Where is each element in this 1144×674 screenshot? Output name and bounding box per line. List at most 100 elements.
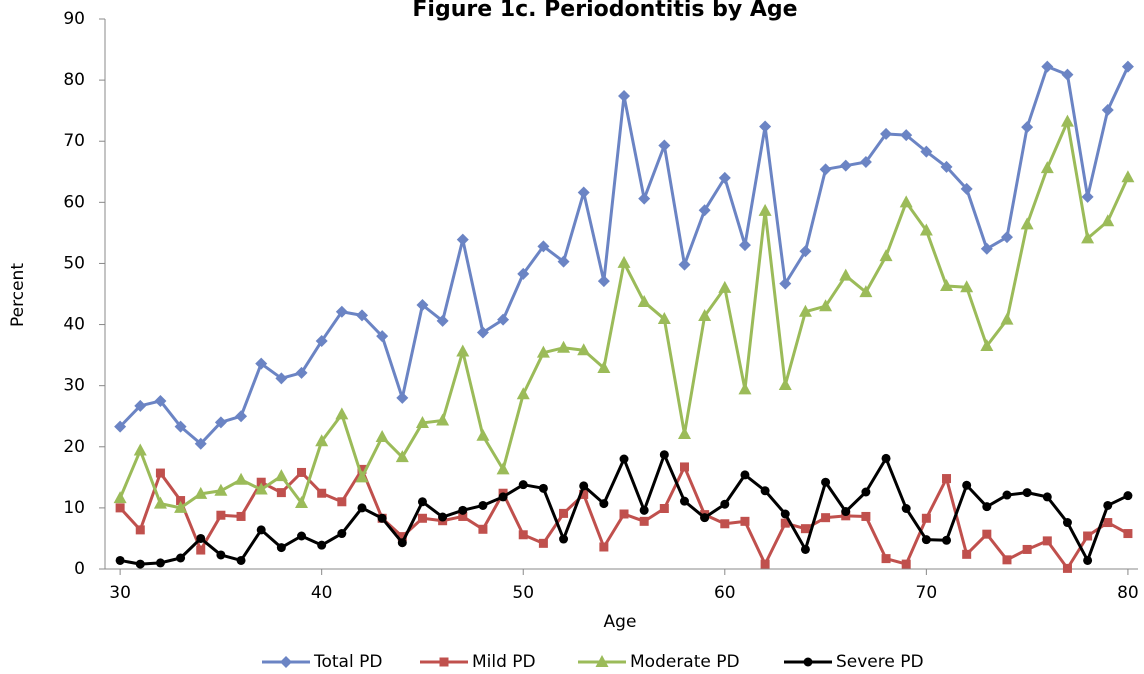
marker bbox=[899, 195, 913, 208]
marker bbox=[579, 489, 589, 499]
marker bbox=[537, 240, 550, 253]
marker bbox=[1002, 555, 1012, 565]
marker bbox=[254, 482, 268, 495]
marker bbox=[1022, 488, 1032, 498]
x-tick-label: 70 bbox=[916, 583, 938, 603]
marker bbox=[659, 504, 669, 513]
marker bbox=[980, 242, 993, 255]
marker bbox=[417, 497, 427, 507]
marker bbox=[759, 120, 772, 133]
marker bbox=[357, 503, 367, 513]
marker bbox=[900, 129, 913, 142]
marker bbox=[861, 511, 871, 521]
marker bbox=[821, 477, 831, 487]
marker bbox=[458, 505, 468, 515]
marker bbox=[599, 542, 609, 552]
marker bbox=[1060, 114, 1074, 127]
x-tick-label: 50 bbox=[512, 583, 534, 603]
marker bbox=[780, 509, 790, 519]
marker bbox=[1062, 563, 1072, 573]
marker bbox=[760, 559, 770, 569]
x-tick-label: 80 bbox=[1117, 583, 1139, 603]
marker bbox=[357, 464, 367, 474]
marker bbox=[236, 555, 246, 565]
marker bbox=[256, 525, 266, 535]
marker bbox=[1062, 518, 1072, 528]
marker bbox=[274, 469, 288, 482]
marker bbox=[115, 503, 125, 513]
marker bbox=[639, 505, 649, 515]
marker bbox=[498, 492, 508, 502]
marker bbox=[638, 192, 651, 205]
marker bbox=[800, 524, 810, 534]
marker bbox=[881, 453, 891, 463]
marker bbox=[496, 462, 510, 475]
marker bbox=[536, 345, 550, 358]
marker bbox=[758, 203, 772, 216]
marker bbox=[861, 487, 871, 497]
marker bbox=[194, 486, 208, 499]
marker bbox=[174, 500, 188, 513]
marker bbox=[134, 399, 147, 412]
marker bbox=[297, 467, 307, 477]
marker bbox=[698, 309, 712, 321]
marker bbox=[760, 486, 770, 496]
marker bbox=[799, 245, 812, 258]
marker bbox=[597, 275, 610, 288]
marker bbox=[538, 538, 548, 548]
marker bbox=[920, 145, 933, 158]
marker bbox=[196, 545, 206, 555]
marker bbox=[982, 502, 992, 512]
marker bbox=[376, 330, 389, 343]
marker bbox=[518, 530, 528, 540]
marker bbox=[800, 544, 810, 554]
marker bbox=[557, 255, 570, 268]
marker bbox=[456, 344, 470, 357]
marker bbox=[921, 513, 931, 523]
marker bbox=[1081, 190, 1094, 203]
marker bbox=[115, 555, 125, 565]
marker bbox=[415, 415, 429, 428]
marker bbox=[859, 156, 872, 168]
marker bbox=[880, 127, 893, 140]
marker bbox=[355, 470, 369, 483]
y-tick-label: 0 bbox=[74, 559, 85, 579]
marker bbox=[679, 496, 689, 506]
marker bbox=[458, 511, 468, 521]
marker bbox=[657, 312, 671, 325]
marker bbox=[678, 258, 691, 271]
y-tick-label: 20 bbox=[63, 437, 85, 457]
marker bbox=[1020, 217, 1034, 230]
marker bbox=[778, 378, 792, 391]
marker bbox=[1103, 518, 1113, 528]
marker bbox=[1022, 544, 1032, 554]
marker bbox=[337, 497, 347, 507]
marker bbox=[1121, 60, 1134, 73]
marker bbox=[416, 299, 429, 311]
marker bbox=[295, 496, 309, 508]
legend-label: Total PD bbox=[313, 652, 382, 672]
marker bbox=[1061, 68, 1074, 81]
marker bbox=[135, 525, 145, 535]
y-tick-label: 30 bbox=[63, 376, 85, 396]
marker bbox=[619, 509, 629, 519]
marker bbox=[819, 163, 832, 176]
marker bbox=[940, 279, 954, 292]
marker bbox=[720, 499, 730, 509]
marker bbox=[901, 559, 911, 569]
marker bbox=[538, 483, 548, 493]
marker bbox=[738, 239, 751, 252]
marker bbox=[235, 410, 248, 423]
marker bbox=[154, 394, 167, 407]
marker bbox=[740, 516, 750, 526]
marker bbox=[960, 280, 974, 293]
marker bbox=[216, 550, 226, 560]
marker bbox=[133, 443, 147, 456]
marker bbox=[617, 255, 631, 268]
x-tick-label: 40 bbox=[311, 583, 333, 603]
marker bbox=[236, 511, 246, 521]
marker bbox=[659, 450, 669, 460]
marker bbox=[637, 294, 651, 307]
marker bbox=[1040, 161, 1054, 174]
marker bbox=[597, 360, 611, 373]
